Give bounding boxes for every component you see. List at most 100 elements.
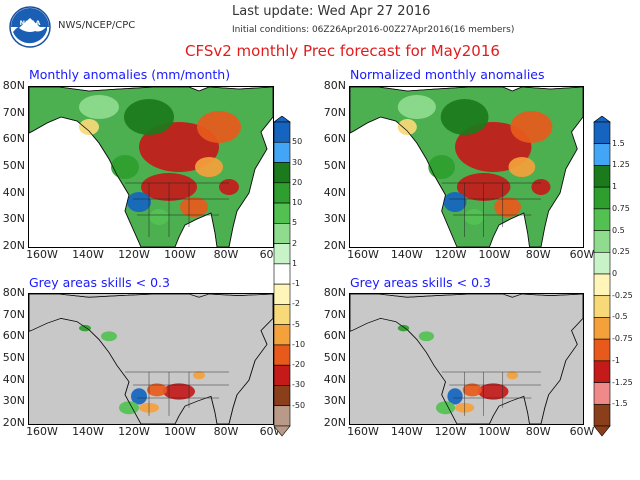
colorbar-label: 20 — [292, 177, 303, 187]
main-title: CFSv2 monthly Prec forecast for May2016 — [185, 42, 500, 60]
lat-tick-label: 60N — [2, 132, 25, 146]
colorbar-label: -0.75 — [612, 334, 633, 344]
colorbar-anomalies — [273, 116, 291, 437]
precip-anomaly-patch — [79, 95, 119, 119]
lon-tick-label: 100W — [164, 425, 196, 438]
lat-tick-label: 40N — [323, 372, 346, 386]
lat-tick-label: 40N — [323, 185, 346, 199]
noaa-logo-icon: NOAA — [9, 6, 51, 48]
lat-tick-label: 70N — [323, 307, 346, 321]
lat-tick-label: 60N — [2, 329, 25, 343]
lat-tick-label: 60N — [323, 132, 346, 146]
precip-anomaly-patch — [462, 383, 482, 397]
colorbar-label: -2 — [292, 299, 300, 309]
lon-tick-label: 140W — [72, 425, 104, 438]
precip-anomaly-patch — [397, 95, 436, 119]
colorbar-segment — [273, 243, 291, 265]
lon-tick-label: 160W — [26, 248, 58, 261]
lon-tick-label: 120W — [118, 425, 150, 438]
colorbar-segment — [593, 382, 611, 405]
colorbar-segment — [273, 344, 291, 366]
lon-tick-label: 80W — [525, 425, 551, 438]
precip-anomaly-patch — [147, 383, 167, 397]
org-label: NWS/NCEP/CPC — [58, 20, 136, 31]
colorbar-label: 2 — [292, 238, 298, 248]
lat-tick-label: 60N — [323, 329, 346, 343]
colorbar-segment — [593, 403, 611, 427]
precip-anomaly-patch — [180, 197, 208, 217]
colorbar-label: 0.25 — [612, 247, 630, 257]
colorbar-segment — [273, 304, 291, 325]
precip-anomaly-patch — [506, 371, 519, 380]
colorbar-segment — [273, 405, 291, 427]
panel-title-skill-anom: Grey areas skills < 0.3 — [29, 275, 170, 290]
lat-tick-label: 50N — [2, 351, 25, 364]
lat-tick-label: 50N — [323, 159, 346, 172]
colorbar-segment — [273, 263, 291, 285]
precip-anomaly-patch — [219, 179, 239, 195]
lat-tick-label: 40N — [2, 185, 25, 199]
colorbar-segment — [273, 223, 291, 244]
colorbar-label: 1 — [612, 182, 618, 192]
precip-anomaly-patch — [440, 99, 489, 135]
precip-anomaly-patch — [508, 157, 536, 177]
precip-anomaly-patch — [494, 197, 521, 217]
colorbar-label: 1 — [292, 258, 298, 268]
noaa-logo-text: NOAA — [20, 19, 41, 27]
lon-tick-label: 80W — [213, 248, 239, 261]
lon-tick-label: 100W — [478, 425, 511, 438]
colorbar-segment — [273, 182, 291, 204]
colorbar-normalized — [593, 116, 611, 437]
colorbar-segment — [593, 251, 611, 275]
coastline — [350, 87, 583, 247]
colorbar-label: -0.25 — [612, 290, 633, 300]
precip-anomaly-patch — [464, 209, 484, 225]
colorbar-segment — [593, 273, 611, 297]
colorbar-bottom-arrow — [593, 425, 611, 437]
lon-tick-label: 140W — [72, 248, 104, 261]
colorbar-label: 1.5 — [612, 138, 625, 148]
colorbar-segment — [593, 208, 611, 231]
lat-tick-label: 80N — [2, 286, 25, 299]
precip-anomaly-patch — [131, 388, 147, 405]
precip-anomaly-patch — [149, 209, 169, 225]
colorbar-label: -1.25 — [612, 377, 633, 387]
map-panel-skill-anomalies — [28, 293, 274, 425]
lon-tick-label: 60W — [569, 248, 595, 261]
lat-tick-label: 70N — [2, 105, 25, 119]
colorbar-segment — [273, 324, 291, 346]
lon-tick-label: 100W — [164, 248, 196, 261]
lat-tick-label: 70N — [2, 307, 25, 321]
colorbar-label: 0.75 — [612, 203, 630, 213]
precip-anomaly-patch — [397, 119, 417, 135]
lat-tick-label: 20N — [323, 239, 346, 252]
lat-tick-label: 70N — [323, 105, 346, 119]
lat-tick-label: 50N — [323, 351, 346, 364]
precip-anomaly-patch — [111, 155, 139, 179]
lon-tick-label: 80W — [213, 425, 239, 438]
colorbar-segment — [593, 143, 611, 166]
lon-tick-label: 160W — [347, 248, 379, 261]
lon-tick-label: 80W — [525, 248, 551, 261]
lon-tick-label: 120W — [434, 425, 467, 438]
panel-title-anom: Monthly anomalies (mm/month) — [29, 67, 231, 82]
colorbar-label: 10 — [292, 198, 303, 208]
colorbar-segment — [593, 186, 611, 210]
colorbar-top-arrow — [593, 116, 611, 123]
colorbar-label: -30 — [292, 380, 306, 390]
colorbar-segment — [273, 364, 291, 386]
colorbar-segment — [593, 338, 611, 362]
colorbar-segment — [273, 385, 291, 407]
precip-anomaly-patch — [127, 192, 151, 212]
precip-anomaly-patch — [101, 331, 117, 342]
colorbar-segment — [273, 202, 291, 224]
colorbar-segment — [273, 283, 291, 305]
colorbar-label: -0.5 — [612, 312, 628, 322]
precip-anomaly-patch — [510, 111, 553, 143]
colorbar-segment — [593, 121, 611, 145]
lon-tick-label: 140W — [390, 425, 423, 438]
colorbar-segment — [593, 295, 611, 318]
precip-anomaly-patch — [119, 401, 139, 415]
lat-tick-label: 30N — [2, 394, 25, 408]
lat-tick-label: 20N — [323, 416, 346, 429]
